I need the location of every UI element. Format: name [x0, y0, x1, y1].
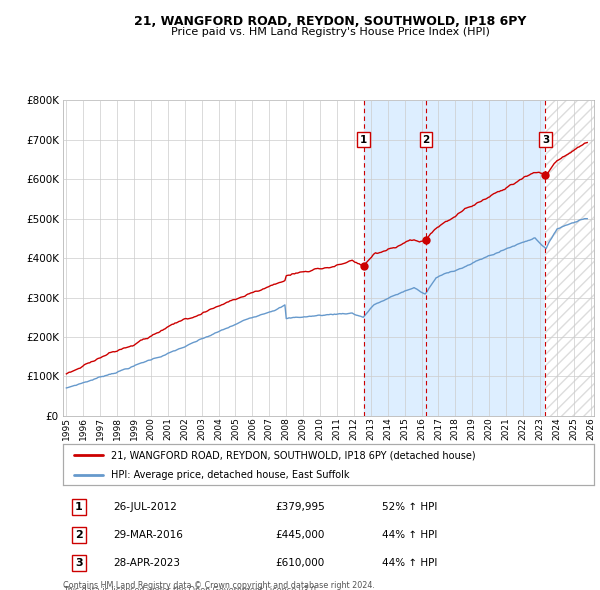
- Text: 52% ↑ HPI: 52% ↑ HPI: [382, 502, 437, 512]
- Text: This data is licensed under the Open Government Licence v3.0.: This data is licensed under the Open Gov…: [63, 586, 319, 590]
- Text: HPI: Average price, detached house, East Suffolk: HPI: Average price, detached house, East…: [111, 470, 349, 480]
- Bar: [545, 100, 594, 416]
- Text: 1: 1: [360, 135, 367, 145]
- Text: £379,995: £379,995: [275, 502, 325, 512]
- Text: £610,000: £610,000: [275, 558, 325, 568]
- Text: 3: 3: [542, 135, 549, 145]
- Text: 29-MAR-2016: 29-MAR-2016: [113, 530, 184, 540]
- Text: 3: 3: [75, 558, 83, 568]
- Text: 26-JUL-2012: 26-JUL-2012: [113, 502, 178, 512]
- Text: 28-APR-2023: 28-APR-2023: [113, 558, 181, 568]
- Text: 2: 2: [75, 530, 83, 540]
- Text: £445,000: £445,000: [275, 530, 325, 540]
- Text: Price paid vs. HM Land Registry's House Price Index (HPI): Price paid vs. HM Land Registry's House …: [170, 27, 490, 37]
- Bar: [545, 100, 594, 416]
- Text: 44% ↑ HPI: 44% ↑ HPI: [382, 530, 437, 540]
- Text: 44% ↑ HPI: 44% ↑ HPI: [382, 558, 437, 568]
- Text: 2: 2: [422, 135, 430, 145]
- Text: 1: 1: [75, 502, 83, 512]
- Text: 21, WANGFORD ROAD, REYDON, SOUTHWOLD, IP18 6PY (detached house): 21, WANGFORD ROAD, REYDON, SOUTHWOLD, IP…: [111, 450, 475, 460]
- Bar: [364, 100, 545, 416]
- Text: Contains HM Land Registry data © Crown copyright and database right 2024.: Contains HM Land Registry data © Crown c…: [63, 581, 375, 589]
- Text: 21, WANGFORD ROAD, REYDON, SOUTHWOLD, IP18 6PY: 21, WANGFORD ROAD, REYDON, SOUTHWOLD, IP…: [134, 15, 526, 28]
